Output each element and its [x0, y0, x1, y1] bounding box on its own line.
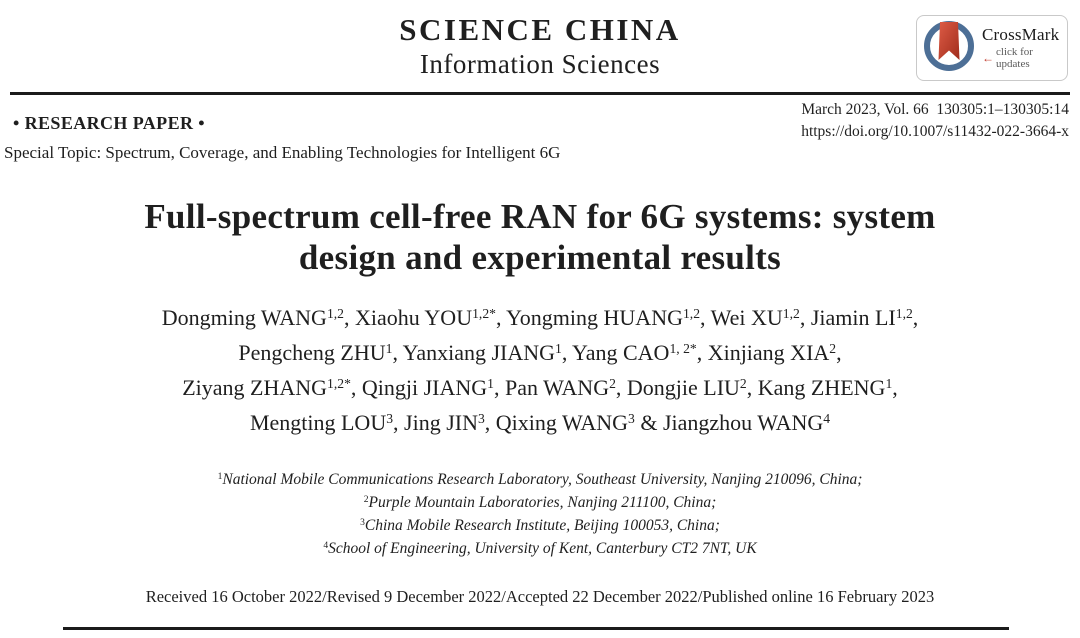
author-separator: & [634, 410, 663, 435]
author-affiliation-marker: 1 [555, 340, 562, 356]
doi-url[interactable]: https://doi.org/10.1007/s11432-022-3664-… [801, 123, 1069, 140]
author-separator: , [892, 375, 898, 400]
author-separator: , [493, 375, 505, 400]
journal-masthead: SCIENCE CHINA Information Sciences [0, 12, 1080, 80]
author-affiliation-marker: 1, 2* [669, 340, 697, 356]
article-title-line1: Full-spectrum cell-free RAN for 6G syste… [144, 197, 936, 236]
author-separator: , [746, 375, 758, 400]
authors-block: Dongming WANG1,2, Xiaohu YOU1,2*, Yongmi… [0, 300, 1080, 440]
article-history: Received 16 October 2022/Revised 9 Decem… [145, 587, 935, 606]
author-name: Dongjie LIU [626, 375, 740, 400]
footer-rule [63, 627, 1009, 630]
affiliation-number: 1 [217, 470, 223, 482]
author-affiliation-marker: 2 [609, 375, 616, 391]
author-line: Ziyang ZHANG1,2*, Qingji JIANG1, Pan WAN… [0, 370, 1080, 405]
crossmark-title: CrossMark [982, 24, 1060, 44]
author-name: Mengting LOU [249, 410, 387, 435]
author-name: Wei XU [710, 305, 783, 330]
affiliation-number: 3 [360, 516, 365, 528]
journal-subtitle: Information Sciences [419, 49, 661, 79]
affiliations-block: 1National Mobile Communications Research… [0, 468, 1080, 560]
author-affiliation-marker: 1 [487, 375, 494, 391]
special-topic-label: Special Topic: Spectrum, Coverage, and E… [4, 143, 561, 162]
issue-info: March 2023, Vol. 66 130305:1–130305:14 [801, 101, 1069, 118]
author-separator: , [393, 410, 405, 435]
author-affiliation-marker: 1,2 [782, 305, 800, 321]
author-separator: , [700, 305, 711, 330]
author-name: Ziyang ZHANG [182, 375, 328, 400]
paper-type-label: • RESEARCH PAPER • [13, 113, 205, 133]
affiliation-line: 3China Mobile Research Institute, Beijin… [0, 514, 1080, 537]
left-arrow-icon: ← [982, 50, 994, 65]
author-name: Pengcheng ZHU [238, 340, 386, 365]
author-separator: , [350, 375, 362, 400]
header-rule [10, 92, 1070, 95]
article-title-line2: design and experimental results [298, 238, 782, 277]
author-separator: , [561, 340, 573, 365]
author-name: Xiaohu YOU [354, 305, 473, 330]
crossmark-tagline-text: click for updates [996, 46, 1033, 71]
author-affiliation-marker: 1,2* [327, 375, 351, 391]
affiliation-text: China Mobile Research Institute, Beijing… [364, 517, 720, 534]
author-affiliation-marker: 2 [829, 340, 837, 356]
issue-meta: March 2023, Vol. 66 130305:1–130305:14 h… [801, 99, 1069, 143]
author-line: Dongming WANG1,2, Xiaohu YOU1,2*, Yongmi… [0, 300, 1080, 335]
author-affiliation-marker: 3 [477, 410, 485, 426]
affiliation-line: 1National Mobile Communications Research… [0, 468, 1080, 491]
author-separator: , [343, 305, 355, 330]
author-line: Pengcheng ZHU1, Yanxiang JIANG1, Yang CA… [0, 335, 1080, 370]
author-separator: , [836, 340, 842, 365]
affiliation-number: 4 [323, 539, 329, 551]
author-name: Dongming WANG [161, 305, 327, 330]
author-name: Jiamin LI [810, 305, 896, 330]
author-affiliation-marker: 1 [385, 340, 393, 356]
author-affiliation-marker: 1 [885, 375, 893, 391]
author-name: Xinjiang XIA [707, 340, 830, 365]
author-affiliation-marker: 1,2 [895, 305, 913, 321]
author-separator: , [392, 340, 403, 365]
author-separator: , [696, 340, 708, 365]
journal-name: SCIENCE CHINA [399, 12, 681, 47]
crossmark-text: CrossMark ← click for updates [982, 24, 1063, 71]
affiliation-text: School of Engineering, University of Ken… [328, 540, 757, 557]
author-affiliation-marker: 3 [628, 410, 635, 426]
author-separator: , [484, 410, 496, 435]
author-line: Mengting LOU3, Jing JIN3, Qixing WANG3 &… [0, 405, 1080, 440]
author-affiliation-marker: 1,2 [326, 305, 344, 321]
author-name: Yang CAO [572, 340, 670, 365]
author-name: Yongming HUANG [506, 305, 683, 330]
author-name: Jiangzhou WANG [662, 410, 824, 435]
article-title: Full-spectrum cell-free RAN for 6G syste… [0, 196, 1080, 278]
author-name: Pan WANG [504, 375, 610, 400]
crossmark-logo-icon [923, 20, 975, 77]
author-name: Qixing WANG [495, 410, 628, 435]
affiliation-number: 2 [363, 493, 369, 505]
author-affiliation-marker: 4 [823, 410, 831, 426]
crossmark-badge[interactable]: CrossMark ← click for updates [916, 15, 1068, 81]
author-name: Qingji JIANG [361, 375, 488, 400]
affiliation-text: Purple Mountain Laboratories, Nanjing 21… [368, 494, 717, 511]
author-affiliation-marker: 1,2 [682, 305, 701, 321]
author-affiliation-marker: 2 [739, 375, 747, 391]
affiliation-line: 2Purple Mountain Laboratories, Nanjing 2… [0, 491, 1080, 514]
author-name: Jing JIN [404, 410, 478, 435]
author-affiliation-marker: 3 [386, 410, 394, 426]
author-separator: , [495, 305, 507, 330]
author-name: Yanxiang JIANG [402, 340, 556, 365]
author-separator: , [799, 305, 811, 330]
author-name: Kang ZHENG [757, 375, 886, 400]
author-separator: , [615, 375, 627, 400]
affiliation-line: 4School of Engineering, University of Ke… [0, 537, 1080, 560]
affiliation-text: National Mobile Communications Research … [222, 471, 863, 488]
author-affiliation-marker: 1,2* [472, 305, 496, 321]
crossmark-tagline: ← click for updates [982, 46, 1063, 70]
author-separator: , [912, 305, 919, 330]
doi-link[interactable]: https://doi.org/10.1007/s11432-022-3664-… [801, 121, 1069, 143]
